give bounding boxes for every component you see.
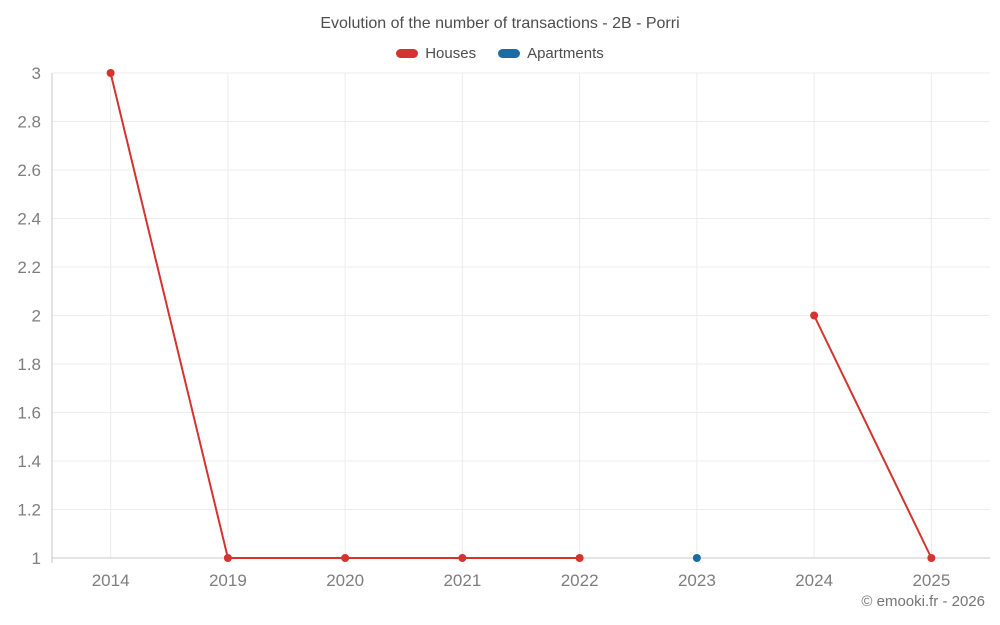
y-tick-label: 2 <box>32 307 41 326</box>
x-tick-label: 2025 <box>912 571 950 590</box>
y-tick-label: 1.8 <box>17 355 41 374</box>
data-point-houses-2025[interactable] <box>927 554 936 562</box>
x-tick-label: 2020 <box>326 571 364 590</box>
legend: Houses Apartments <box>0 45 1000 62</box>
y-tick-label: 3 <box>32 64 41 83</box>
y-tick-label: 2.2 <box>17 258 41 277</box>
data-point-houses-2020[interactable] <box>341 554 350 562</box>
x-tick-label: 2024 <box>795 571 833 590</box>
y-tick-label: 1.2 <box>17 501 41 520</box>
legend-swatch-houses <box>396 49 419 58</box>
legend-swatch-apartments <box>498 49 521 58</box>
y-tick-label: 2.4 <box>17 210 41 229</box>
copyright: © emooki.fr - 2026 <box>861 593 985 610</box>
data-point-houses-2019[interactable] <box>223 554 232 562</box>
y-tick-label: 1 <box>32 549 41 568</box>
x-tick-label: 2021 <box>443 571 481 590</box>
y-tick-label: 1.4 <box>17 452 41 471</box>
x-tick-label: 2023 <box>678 571 716 590</box>
data-point-houses-2022[interactable] <box>575 554 584 562</box>
legend-item-houses[interactable]: Houses <box>396 45 476 62</box>
y-tick-label: 1.6 <box>17 404 41 423</box>
data-point-apartments-2023[interactable] <box>692 554 701 562</box>
y-tick-label: 2.6 <box>17 161 41 180</box>
x-tick-label: 2014 <box>92 571 130 590</box>
data-point-houses-2014[interactable] <box>106 69 115 77</box>
x-tick-label: 2019 <box>209 571 247 590</box>
y-tick-label: 2.8 <box>17 113 41 132</box>
data-point-houses-2021[interactable] <box>458 554 467 562</box>
legend-item-apartments[interactable]: Apartments <box>498 45 604 62</box>
chart-title: Evolution of the number of transactions … <box>320 15 680 32</box>
data-point-houses-2024[interactable] <box>810 311 819 320</box>
legend-label-apartments: Apartments <box>527 45 604 62</box>
x-tick-label: 2022 <box>561 571 599 590</box>
legend-label-houses: Houses <box>425 45 477 62</box>
